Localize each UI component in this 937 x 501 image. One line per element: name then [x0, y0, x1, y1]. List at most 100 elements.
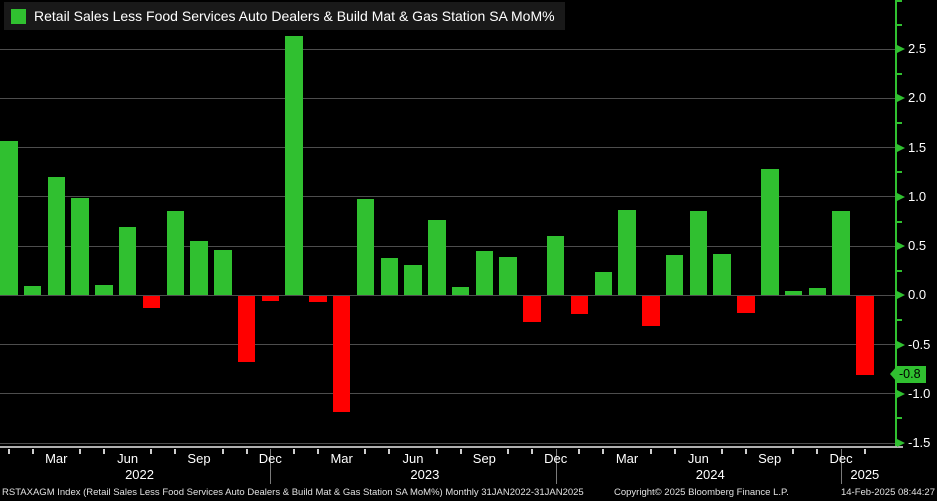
gridline — [0, 196, 895, 198]
y-tick-arrow-icon — [897, 389, 905, 398]
last-value-text: -0.8 — [899, 367, 921, 382]
x-month-tick — [388, 449, 391, 454]
bar — [689, 210, 708, 296]
x-month-label: Mar — [615, 451, 639, 466]
x-month-label: Jun — [402, 451, 424, 466]
y-minor-tick — [897, 171, 902, 174]
bar — [214, 250, 232, 296]
x-month-tick — [316, 449, 319, 454]
bar — [0, 140, 18, 296]
x-month-tick — [792, 449, 795, 454]
x-month-label: Dec — [829, 451, 853, 466]
gridline — [0, 48, 895, 50]
x-month-label: Sep — [758, 451, 782, 466]
y-tick-arrow-icon — [897, 192, 905, 201]
x-month-label: Dec — [544, 451, 568, 466]
y-tick-arrow-icon — [897, 439, 905, 448]
bar — [356, 198, 375, 296]
y-tick-arrow-icon — [897, 143, 905, 152]
x-month-tick — [364, 449, 367, 454]
bar — [665, 255, 684, 296]
x-axis-line — [0, 446, 903, 448]
y-tick-label: 2.5 — [908, 41, 927, 57]
x-month-label: Jun — [687, 451, 709, 466]
bar — [784, 291, 803, 296]
y-tick-arrow-icon — [897, 291, 905, 300]
x-month-label: Mar — [330, 451, 353, 466]
y-tick-label: -1.0 — [908, 385, 931, 401]
x-month-tick — [816, 449, 819, 454]
x-month-tick — [459, 449, 462, 454]
x-month-tick — [79, 449, 82, 454]
x-month-tick — [293, 449, 296, 454]
x-month-tick — [174, 449, 177, 454]
x-month-tick — [435, 449, 438, 454]
x-month-tick — [507, 449, 510, 454]
bar — [499, 256, 517, 296]
footer: RSTAXAGM Index (Retail Sales Less Food S… — [0, 487, 937, 501]
bar — [23, 285, 42, 296]
y-minor-tick — [897, 23, 902, 26]
chart-legend[interactable]: Retail Sales Less Food Services Auto Dea… — [4, 2, 565, 30]
x-month-label: Dec — [258, 451, 282, 466]
bar — [856, 296, 874, 376]
x-year-label: 2025 — [850, 467, 880, 482]
y-tick-label: -1.5 — [908, 435, 931, 451]
bar — [118, 227, 137, 296]
x-month-tick — [649, 449, 652, 454]
y-tick-label: 0.0 — [908, 287, 927, 303]
x-month-tick — [863, 449, 866, 454]
gridline — [0, 97, 895, 99]
x-month-tick — [721, 449, 724, 454]
x-month-label: Jun — [117, 451, 139, 466]
y-tick-arrow-icon — [897, 340, 905, 349]
last-value-badge: -0.8 — [897, 365, 926, 383]
bar — [404, 264, 422, 296]
x-month-label: Sep — [187, 451, 211, 466]
bar — [190, 241, 208, 296]
gridline — [0, 393, 895, 395]
y-tick-arrow-icon — [897, 242, 905, 251]
bar — [713, 254, 731, 296]
footer-copyright: Copyright© 2025 Bloomberg Finance L.P. — [614, 487, 789, 498]
bar — [237, 296, 256, 363]
bar — [47, 177, 66, 296]
y-minor-tick — [897, 220, 902, 223]
bar — [451, 286, 470, 296]
y-minor-tick — [897, 122, 902, 125]
x-month-tick — [102, 449, 105, 454]
x-month-tick — [245, 449, 248, 454]
x-year-label: 2022 — [125, 467, 154, 482]
gridline — [0, 245, 895, 247]
x-month-tick — [673, 449, 676, 454]
bar — [71, 197, 89, 296]
legend-swatch-icon — [11, 8, 26, 24]
y-minor-tick — [897, 0, 902, 2]
bar — [285, 36, 303, 296]
bar — [737, 296, 755, 314]
bar — [380, 257, 398, 296]
bar — [142, 296, 161, 309]
y-minor-tick — [897, 318, 902, 321]
bar — [309, 296, 327, 303]
y-tick-arrow-icon — [897, 45, 905, 54]
bar — [332, 296, 351, 412]
bar — [428, 219, 446, 296]
footer-timestamp: 14-Feb-2025 08:44:27 — [840, 487, 935, 498]
x-month-label: Sep — [472, 451, 496, 466]
bar — [261, 296, 280, 302]
y-tick-label: 1.5 — [908, 139, 927, 155]
bar — [618, 209, 636, 296]
gridline — [0, 147, 895, 149]
bar — [523, 296, 541, 322]
x-month-tick — [602, 449, 605, 454]
gridline — [0, 344, 895, 346]
bar — [761, 169, 779, 296]
year-separator — [555, 449, 557, 484]
x-month-tick — [578, 449, 581, 454]
y-tick-label: 2.0 — [908, 90, 927, 106]
bar — [642, 296, 660, 326]
y-tick-arrow-icon — [897, 94, 905, 103]
